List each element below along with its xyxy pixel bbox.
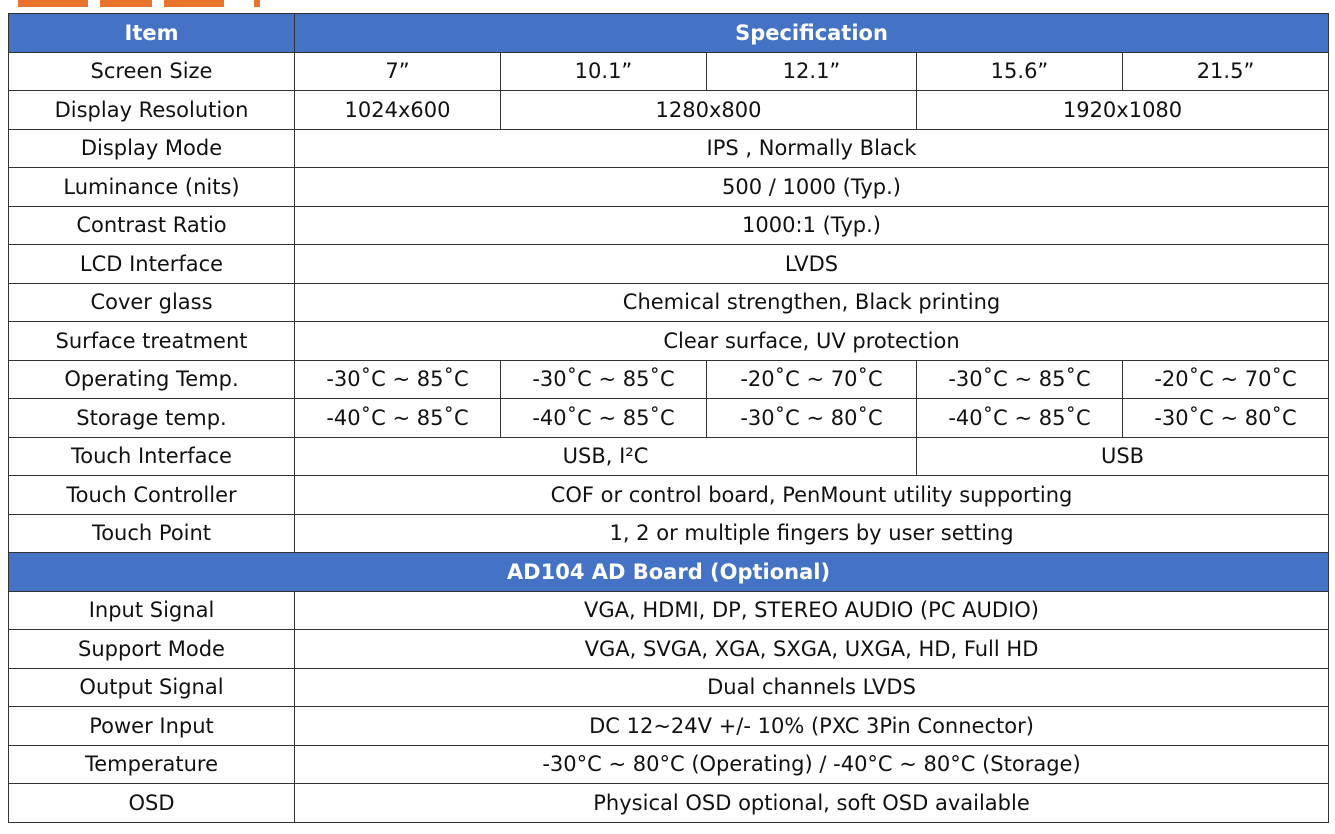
label-touch-point: Touch Point: [8, 513, 295, 553]
label-touch-controller: Touch Controller: [8, 475, 295, 515]
label-surface-treatment: Surface treatment: [8, 321, 295, 361]
cell: USB: [915, 436, 1330, 476]
cell: -40˚C ~ 85˚C: [916, 398, 1123, 438]
cell: 1, 2 or multiple fingers by user setting: [293, 513, 1330, 553]
cell: Dual channels LVDS: [293, 667, 1330, 707]
header-item: Item: [8, 13, 295, 53]
row-output-signal: Output Signal Dual channels LVDS: [8, 667, 1330, 707]
row-surface-treatment: Surface treatment Clear surface, UV prot…: [8, 321, 1330, 361]
specification-table: Item Specification Screen Size 7” 10.1” …: [7, 13, 1330, 823]
cell: 10.1”: [500, 51, 707, 91]
label-operating-temp: Operating Temp.: [8, 359, 295, 399]
cell: LVDS: [293, 244, 1330, 284]
cell: VGA, SVGA, XGA, SXGA, UXGA, HD, Full HD: [293, 629, 1330, 669]
cell: 7”: [294, 51, 501, 91]
header-specification: Specification: [293, 13, 1330, 53]
cell: 1280x800: [500, 90, 917, 130]
cell: -20˚C ~ 70˚C: [706, 359, 917, 399]
row-luminance: Luminance (nits) 500 / 1000 (Typ.): [8, 167, 1330, 207]
cell: Chemical strengthen, Black printing: [293, 282, 1330, 322]
row-support-mode: Support Mode VGA, SVGA, XGA, SXGA, UXGA,…: [8, 629, 1330, 669]
cell: 1920x1080: [915, 90, 1330, 130]
row-storage-temp: Storage temp. -40˚C ~ 85˚C -40˚C ~ 85˚C …: [8, 398, 1330, 438]
row-display-resolution: Display Resolution 1024x600 1280x800 192…: [8, 90, 1330, 130]
row-power-input: Power Input DC 12~24V +/- 10% (PXC 3Pin …: [8, 706, 1330, 746]
cell: -30˚C ~ 80˚C: [706, 398, 917, 438]
decorative-orange-underline: [18, 0, 263, 8]
cell: USB, I²C: [294, 436, 917, 476]
cell: -40˚C ~ 85˚C: [294, 398, 501, 438]
label-luminance: Luminance (nits): [8, 167, 295, 207]
row-osd: OSD Physical OSD optional, soft OSD avai…: [8, 783, 1330, 823]
label-output-signal: Output Signal: [8, 667, 295, 707]
label-support-mode: Support Mode: [8, 629, 295, 669]
row-operating-temp: Operating Temp. -30˚C ~ 85˚C -30˚C ~ 85˚…: [8, 359, 1330, 399]
cell: -30˚C ~ 85˚C: [500, 359, 707, 399]
row-touch-controller: Touch Controller COF or control board, P…: [8, 475, 1330, 515]
label-touch-interface: Touch Interface: [8, 436, 295, 476]
label-osd: OSD: [8, 783, 295, 823]
cell: 12.1”: [706, 51, 917, 91]
row-temperature: Temperature -30°C ~ 80°C (Operating) / -…: [8, 744, 1330, 784]
cell: -20˚C ~ 70˚C: [1121, 359, 1330, 399]
section-header-row: AD104 AD Board (Optional): [7, 552, 1330, 592]
label-storage-temp: Storage temp.: [8, 398, 295, 438]
label-lcd-interface: LCD Interface: [8, 244, 295, 284]
cell: -30˚C ~ 85˚C: [916, 359, 1123, 399]
row-screen-size: Screen Size 7” 10.1” 12.1” 15.6” 21.5”: [8, 51, 1330, 91]
cell: 1024x600: [294, 90, 501, 130]
cell: -30˚C ~ 85˚C: [294, 359, 501, 399]
label-input-signal: Input Signal: [8, 590, 295, 630]
cell: -30˚C ~ 80˚C: [1121, 398, 1330, 438]
cell: 21.5”: [1121, 51, 1330, 91]
row-touch-interface: Touch Interface USB, I²C USB: [8, 436, 1330, 476]
row-display-mode: Display Mode IPS , Normally Black: [8, 128, 1330, 168]
cell: 500 / 1000 (Typ.): [293, 167, 1330, 207]
row-touch-point: Touch Point 1, 2 or multiple fingers by …: [8, 513, 1330, 553]
cell: Clear surface, UV protection: [293, 321, 1330, 361]
label-cover-glass: Cover glass: [8, 282, 295, 322]
cell: Physical OSD optional, soft OSD availabl…: [293, 783, 1330, 823]
cell: DC 12~24V +/- 10% (PXC 3Pin Connector): [293, 706, 1330, 746]
cell: VGA, HDMI, DP, STEREO AUDIO (PC AUDIO): [293, 590, 1330, 630]
row-input-signal: Input Signal VGA, HDMI, DP, STEREO AUDIO…: [8, 590, 1330, 630]
cell: IPS , Normally Black: [293, 128, 1330, 168]
row-contrast-ratio: Contrast Ratio 1000:1 (Typ.): [8, 205, 1330, 245]
cell: 15.6”: [916, 51, 1123, 91]
table-header-row: Item Specification: [8, 13, 1330, 53]
cell: 1000:1 (Typ.): [293, 205, 1330, 245]
label-temperature: Temperature: [8, 744, 295, 784]
label-contrast-ratio: Contrast Ratio: [8, 205, 295, 245]
row-lcd-interface: LCD Interface LVDS: [8, 244, 1330, 284]
label-display-mode: Display Mode: [8, 128, 295, 168]
cell: COF or control board, PenMount utility s…: [293, 475, 1330, 515]
cell: -40˚C ~ 85˚C: [500, 398, 707, 438]
label-power-input: Power Input: [8, 706, 295, 746]
section-title: AD104 AD Board (Optional): [7, 552, 1330, 592]
label-display-resolution: Display Resolution: [8, 90, 295, 130]
cell: -30°C ~ 80°C (Operating) / -40°C ~ 80°C …: [293, 744, 1330, 784]
label-screen-size: Screen Size: [8, 51, 295, 91]
row-cover-glass: Cover glass Chemical strengthen, Black p…: [8, 282, 1330, 322]
